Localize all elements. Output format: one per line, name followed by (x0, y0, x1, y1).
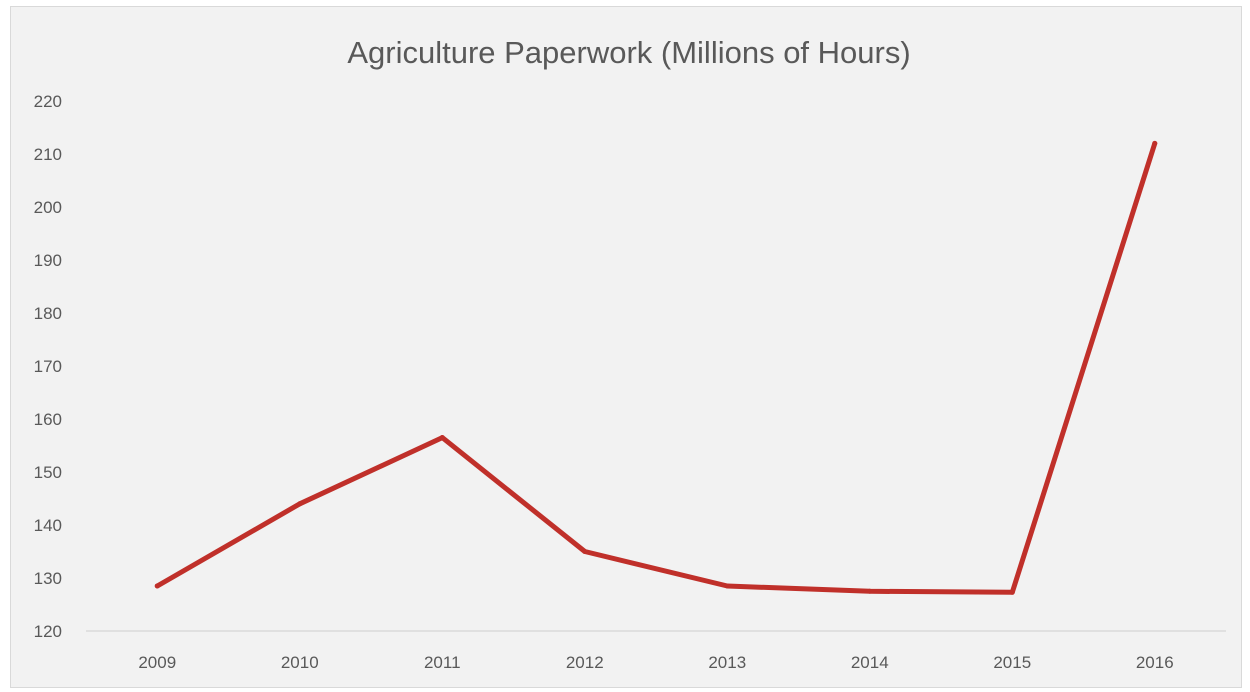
x-tick-label: 2009 (138, 653, 176, 672)
data-point (582, 549, 588, 554)
data-point (154, 583, 160, 589)
y-axis: 120 130 140 150 160 170 180 190 200 210 220 (34, 92, 62, 641)
x-tick-label: 2013 (708, 653, 746, 672)
series-group (154, 140, 1158, 595)
x-axis: 2009 2010 2011 2012 2013 2014 2015 2016 (138, 653, 1173, 672)
x-tick-label: 2011 (424, 653, 461, 672)
y-tick-label: 200 (34, 198, 62, 217)
data-point (1152, 140, 1158, 146)
y-tick-label: 150 (34, 463, 62, 482)
x-tick-label: 2015 (993, 653, 1031, 672)
y-tick-label: 120 (34, 622, 62, 641)
data-point (1009, 589, 1015, 595)
y-tick-label: 220 (34, 92, 62, 111)
data-point (724, 583, 730, 589)
x-tick-label: 2016 (1136, 653, 1174, 672)
y-tick-label: 170 (34, 357, 62, 376)
y-tick-label: 160 (34, 410, 62, 429)
chart-title: Agriculture Paperwork (Millions of Hours… (347, 35, 910, 70)
data-point (297, 501, 303, 507)
y-tick-label: 140 (34, 516, 62, 535)
x-tick-label: 2014 (851, 653, 889, 672)
chart-area (10, 6, 1242, 688)
data-point (439, 435, 445, 441)
x-tick-label: 2012 (566, 653, 604, 672)
series-line (154, 140, 1158, 595)
y-tick-label: 180 (34, 304, 62, 323)
y-tick-label: 130 (34, 569, 62, 588)
data-point (867, 588, 873, 594)
y-tick-label: 190 (34, 251, 62, 270)
x-tick-label: 2010 (281, 653, 319, 672)
y-tick-label: 210 (34, 145, 62, 164)
